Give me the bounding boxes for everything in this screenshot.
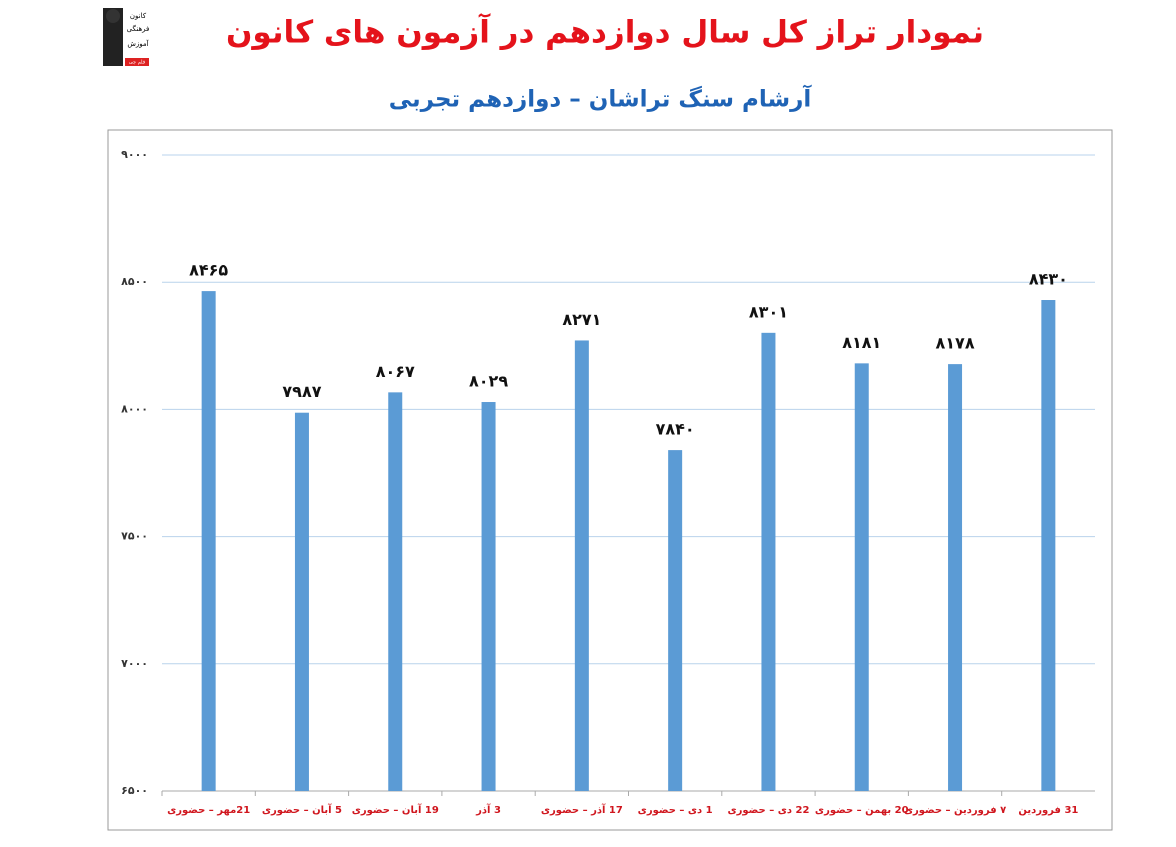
bar	[388, 392, 403, 791]
x-tick-label: 1 دی – حضوری	[638, 805, 713, 816]
bar	[481, 402, 496, 791]
logo: کانون فرهنگی آموزش قلم چی	[103, 8, 150, 66]
y-tick-label: ۷۵۰۰	[121, 530, 148, 543]
y-tick-label: ۸۵۰۰	[121, 275, 148, 288]
data-label: ۸۳۰۱	[749, 302, 788, 321]
x-tick-label: 22 دی – حضوری	[727, 805, 809, 816]
y-tick-label: ۹۰۰۰	[121, 148, 148, 161]
logo-badge	[125, 58, 149, 66]
x-tick-label: 20 بهمن – حضوری	[815, 805, 909, 816]
logo-text: آموزش	[127, 39, 149, 48]
bar	[574, 340, 589, 791]
bar	[668, 450, 683, 791]
x-tick-label: 5 آبان – حضوری	[262, 803, 342, 816]
data-label: ۸۰۶۷	[376, 362, 415, 381]
plot-frame	[107, 129, 1113, 831]
x-tick-label: 17 آذر – حضوری	[541, 803, 623, 816]
data-label: ۷۹۸۷	[282, 382, 321, 401]
bar	[948, 364, 963, 791]
bar	[854, 363, 869, 791]
data-label: ۷۸۴۰	[656, 420, 695, 439]
x-tick-label: 19 آبان – حضوری	[352, 803, 439, 816]
x-tick-label: 21مهر – حضوری	[167, 805, 250, 816]
logo-text: قلم چی	[129, 60, 146, 66]
logo-figure	[103, 8, 123, 66]
x-tick-label: 3 آذر	[475, 803, 501, 816]
logo-head	[106, 9, 120, 23]
y-tick-label: ۷۰۰۰	[121, 657, 148, 670]
data-label: ۸۱۷۸	[936, 334, 975, 353]
y-tick-label: ۶۵۰۰	[121, 784, 148, 797]
chart-title: نمودار تراز کل سال دوازدهم در آزمون های …	[226, 13, 984, 51]
data-label: ۸۱۸۱	[842, 333, 881, 352]
x-tick-label: 31 فروردین	[1018, 805, 1078, 816]
bar	[761, 332, 776, 791]
logo-text: فرهنگی	[127, 24, 150, 33]
x-tick-label: ۷ فروردین – حضوری	[904, 805, 1006, 816]
chart-subtitle: آرشام سنگ تراشان – دوازدهم تجربی	[389, 84, 813, 113]
bar	[201, 291, 216, 791]
data-label: ۸۴۶۵	[189, 261, 228, 280]
data-label: ۸۴۳۰	[1029, 270, 1068, 289]
bar	[294, 412, 309, 791]
logo-text: کانون	[130, 12, 147, 20]
bar	[1041, 300, 1056, 791]
data-label: ۸۰۲۹	[469, 372, 508, 391]
y-tick-label: ۸۰۰۰	[121, 402, 148, 415]
data-label: ۸۲۷۱	[562, 310, 601, 329]
